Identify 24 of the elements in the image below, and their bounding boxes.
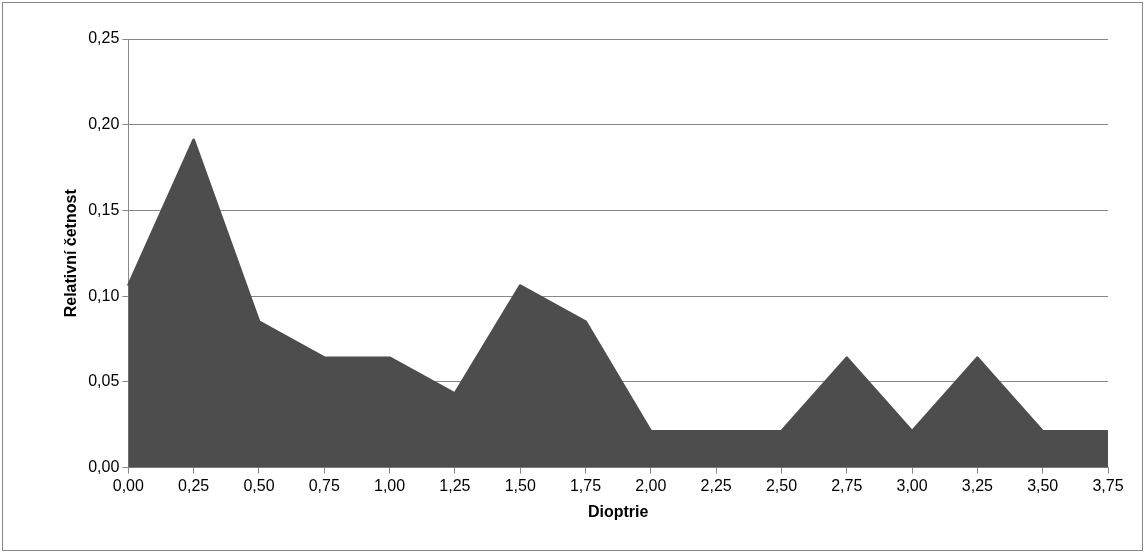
x-tick-label: 2,75 — [831, 476, 863, 494]
x-tick-label: 1,25 — [439, 476, 471, 494]
x-tick-label: 2,25 — [700, 476, 732, 494]
x-tick-label: 0,25 — [178, 476, 210, 494]
x-tick-label: 1,00 — [374, 476, 406, 494]
x-tick-label: 3,50 — [1027, 476, 1059, 494]
x-axis-title: Dioptrie — [587, 502, 649, 520]
y-tick-label: 0,00 — [88, 458, 120, 476]
y-tick-label: 0,25 — [88, 29, 120, 47]
y-axis-title: Relativní četnost — [62, 188, 80, 318]
y-tick-label: 0,05 — [88, 372, 120, 390]
x-tick-label: 1,75 — [569, 476, 602, 494]
x-tick-label: 3,75 — [1092, 476, 1124, 494]
y-tick-label: 0,10 — [88, 286, 120, 304]
x-tick-label: 2,00 — [635, 476, 667, 494]
x-tick-label: 0,50 — [243, 476, 275, 494]
y-tick-label: 0,15 — [88, 200, 120, 218]
x-tick-label: 3,00 — [896, 476, 928, 494]
x-tick-label: 2,50 — [765, 476, 798, 494]
y-tick-label: 0,20 — [88, 115, 120, 133]
x-tick-label: 3,25 — [961, 476, 994, 494]
x-tick-label: 0,75 — [308, 476, 340, 494]
x-tick-label: 0,00 — [112, 476, 145, 494]
x-tick-label: 1,50 — [504, 476, 536, 494]
